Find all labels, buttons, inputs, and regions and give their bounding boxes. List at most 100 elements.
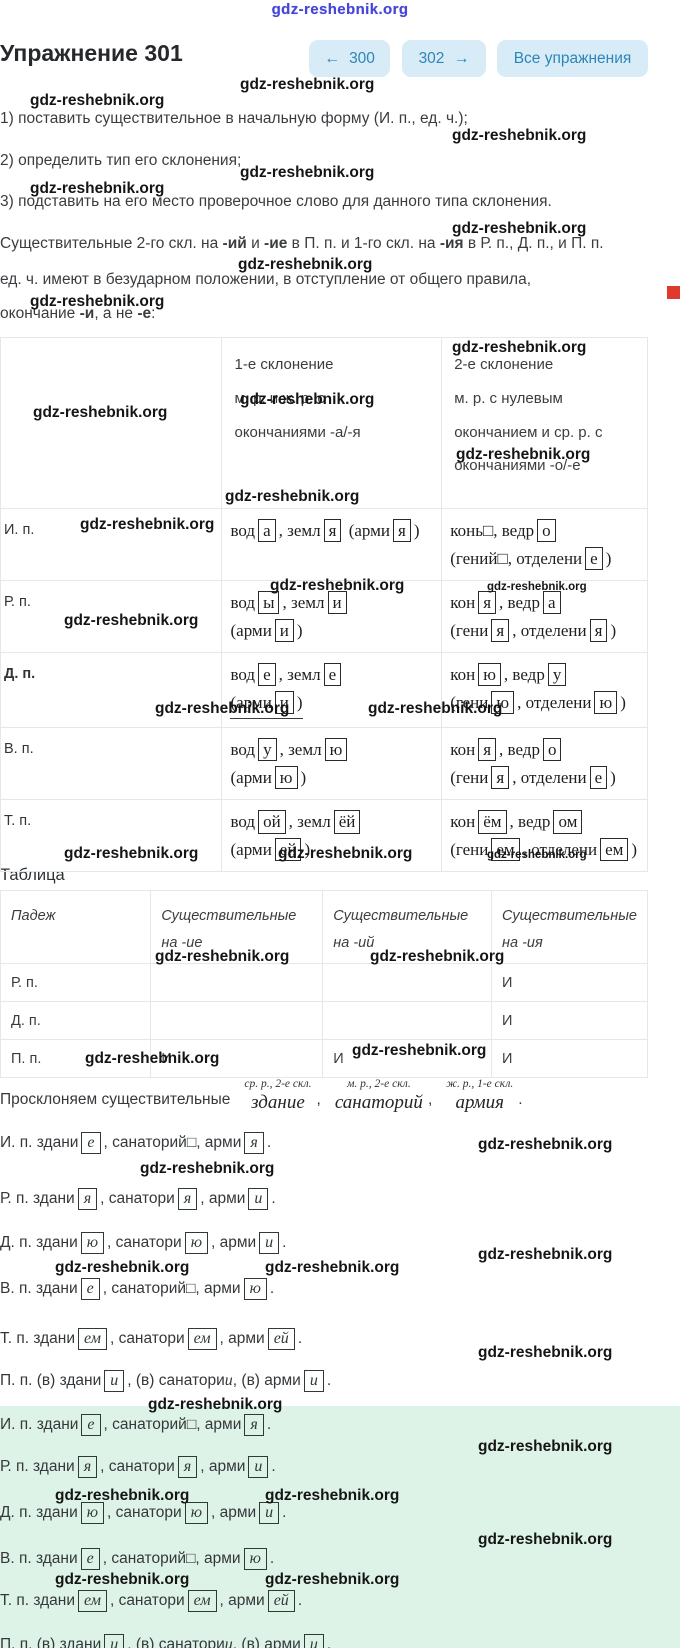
watermark: gdz-reshebnik.org xyxy=(85,1050,220,1067)
watermark: gdz-reshebnik.org xyxy=(64,845,199,862)
table-row: Р. п. И xyxy=(0,963,648,1002)
endings-table: Падеж Существительные на -ие Существител… xyxy=(0,890,648,1078)
noun-word: здание xyxy=(251,1091,305,1113)
watermark: gdz-reshebnik.org xyxy=(278,845,413,862)
ending-cell: И xyxy=(150,1039,324,1078)
instruction-item: 2) определить тип его склонения; xyxy=(0,152,242,169)
watermark: gdz-reshebnik.org xyxy=(240,76,375,93)
case-label: Д. п. xyxy=(0,652,223,729)
watermark: gdz-reshebnik.org xyxy=(148,1396,283,1413)
watermark: gdz-reshebnik.org xyxy=(140,1160,275,1177)
declension-cell: кон я, ведр о (гени я, отделени е) xyxy=(441,727,648,801)
watermark: gdz-reshebnik.org xyxy=(478,1246,613,1263)
watermark: gdz-reshebnik.org xyxy=(368,700,503,717)
declension-cell: кон ём, ведр ом (гени ем, отделени ем) xyxy=(441,799,648,873)
declension-line: В. п. здани е, санаторий□, арми ю. xyxy=(0,1278,274,1301)
case-label: И. п. xyxy=(0,507,223,582)
declension-line: Р. п. здани я, санатори я, арми и. xyxy=(0,1188,276,1211)
ending-cell xyxy=(322,963,493,1002)
declension-line: Д. п. здани ю, санатори ю, арми и. xyxy=(0,1232,286,1255)
watermark: gdz-reshebnik.org xyxy=(478,1136,613,1153)
declension-line: Т. п. здани ем, санатори ем, арми ей. xyxy=(0,1590,302,1613)
ending-cell: И xyxy=(491,963,648,1002)
ending-cell: И xyxy=(491,1001,648,1040)
noun-word: санаторий xyxy=(334,1091,423,1113)
next-exercise-button[interactable]: 302 → xyxy=(402,40,486,77)
watermark: gdz-reshebnik.org xyxy=(55,1571,190,1588)
declension-cell: вод а, земл я (арми я) xyxy=(221,507,443,582)
watermark: gdz-reshebnik.org xyxy=(240,164,375,181)
table-row: И. п. вод а, земл я (арми я) конь□, ведр о (г… xyxy=(0,507,648,582)
watermark: gdz-reshebnik.org xyxy=(456,446,591,463)
decline-sentence: Просклоняем существительные ср. р., 2-е … xyxy=(0,1078,523,1113)
watermark: gdz-reshebnik.org xyxy=(238,256,373,273)
arrow-right-icon: → xyxy=(453,49,470,67)
watermark: gdz-reshebnik.org xyxy=(30,92,165,109)
table-row: Д. п. И xyxy=(0,1001,648,1040)
answer-highlight xyxy=(0,1406,680,1648)
declension-line: Т. п. здани ем, санатори ем, арми ей. xyxy=(0,1328,302,1351)
word-with-note: ср. р., 2-е скл. здание xyxy=(244,1078,311,1113)
header-cell-1st-declension: 1-е склонение м. р. и ж. р. с окончаниям… xyxy=(221,337,443,509)
gender-note: ср. р., 2-е скл. xyxy=(244,1078,312,1090)
page-title: Упражнение 301 xyxy=(0,40,183,66)
red-marker xyxy=(667,286,680,299)
case-label: П. п. xyxy=(0,1039,152,1078)
watermark: gdz-reshebnik.org xyxy=(370,948,505,965)
instruction-item: 1) поставить существительное в начальную… xyxy=(0,110,468,127)
ending-cell: И xyxy=(322,1039,493,1078)
separator: . xyxy=(518,1090,523,1108)
rule-text: Существительные 2-го скл. на -ий и -ие в… xyxy=(0,235,604,252)
prev-exercise-button[interactable]: ← 300 xyxy=(309,40,390,77)
instruction-item: 3) подставить на его место проверочное с… xyxy=(0,193,552,210)
watermark: gdz-reshebnik.org xyxy=(55,1259,190,1276)
table-header-row: Падеж Существительные на -ие Существител… xyxy=(0,890,648,964)
watermark: gdz-reshebnik.org xyxy=(265,1487,400,1504)
table-row: Д. п. вод е, земл е (арми и) кон ю, ведр у (ген… xyxy=(0,652,648,729)
watermark: gdz-reshebnik.org xyxy=(33,404,168,421)
watermark: gdz-reshebnik.org xyxy=(30,293,165,310)
ending-cell xyxy=(150,1001,324,1040)
case-label: В. п. xyxy=(0,727,223,801)
declension-cell: кон я, ведр а (гени я, отделени я) xyxy=(441,580,648,654)
separator: , xyxy=(427,1090,433,1108)
table-header-row: 1-е склонение м. р. и ж. р. с окончаниям… xyxy=(0,337,648,509)
ending-cell xyxy=(150,963,324,1002)
case-label: Д. п. xyxy=(0,1001,152,1040)
table-row: Т. п. вод ой, земл ёй (арми ей) кон ём, ведр о… xyxy=(0,799,648,873)
watermark: gdz-reshebnik.org xyxy=(30,180,165,197)
word-with-note: ж. р., 1-е скл. армия xyxy=(446,1078,513,1113)
watermark: gdz-reshebnik.org xyxy=(478,1438,613,1455)
watermark: gdz-reshebnik.org xyxy=(487,849,587,861)
watermark: gdz-reshebnik.org xyxy=(225,488,360,505)
watermark: gdz-reshebnik.org xyxy=(64,612,199,629)
table-row: В. п. вод у, земл ю (арми ю) кон я, ведр о (ген… xyxy=(0,727,648,801)
header-cell-empty xyxy=(0,337,223,509)
case-label: Р. п. xyxy=(0,580,223,654)
declension-line: В. п. здани е, санаторий□, арми ю. xyxy=(0,1548,274,1571)
watermark: gdz-reshebnik.org xyxy=(478,1344,613,1361)
case-label: Т. п. xyxy=(0,799,223,873)
next-exercise-label: 302 xyxy=(418,49,445,67)
watermark: gdz-reshebnik.org xyxy=(265,1259,400,1276)
declension-cell: вод ой, земл ёй (арми ей) xyxy=(221,799,443,873)
declension-cell: вод ы, земл и (арми и) xyxy=(221,580,443,654)
site-watermark: gdz-reshebnik.org xyxy=(271,1,409,18)
watermark: gdz-reshebnik.org xyxy=(155,948,290,965)
watermark: gdz-reshebnik.org xyxy=(80,516,215,533)
header-cell-ie: Существительные на -ие xyxy=(150,890,324,964)
all-exercises-button[interactable]: Все упражнения xyxy=(497,40,648,77)
sentence-lead: Просклоняем существительные xyxy=(0,1090,231,1108)
declension-line: П. п. (в) здани и, (в) санатории, (в) арм… xyxy=(0,1370,331,1393)
declension-line: И. п. здани е, санаторий□, арми я. xyxy=(0,1132,271,1155)
header-cell-iya: Существительные на -ия xyxy=(491,890,648,964)
watermark: gdz-reshebnik.org xyxy=(155,700,290,717)
gender-note: м. р., 2-е скл. xyxy=(347,1078,411,1090)
header-cell-iy: Существительные на -ий xyxy=(322,890,493,964)
rule-text: ед. ч. имеют в безударном положении, в о… xyxy=(0,271,532,288)
rule-text: окончание -и, а не -е: xyxy=(0,305,156,322)
watermark: gdz-reshebnik.org xyxy=(478,1531,613,1548)
arrow-left-icon: ← xyxy=(324,49,341,67)
watermark: gdz-reshebnik.org xyxy=(452,127,587,144)
